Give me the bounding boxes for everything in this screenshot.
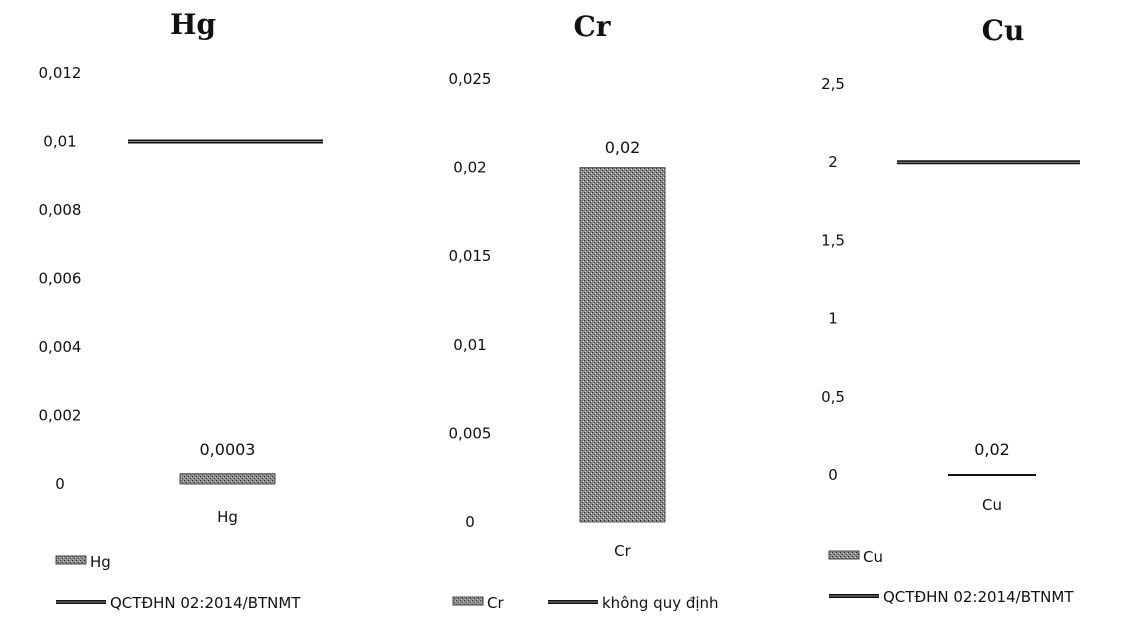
hg-y-tick-label: 0,012 xyxy=(39,64,82,82)
cu-y-tick-label: 0,5 xyxy=(821,388,845,406)
cr-data-label: 0,02 xyxy=(605,138,641,157)
hg-data-label: 0,0003 xyxy=(200,440,256,459)
cr-y-tick-label: 0,02 xyxy=(453,159,486,177)
cu-chart-title: Cu xyxy=(982,14,1025,47)
cr-legend-bar-swatch xyxy=(452,596,484,606)
cu-data-label: 0,02 xyxy=(974,440,1010,459)
cu-y-tick-label: 2 xyxy=(828,153,838,171)
cr-bar xyxy=(579,167,666,523)
hg-y-tick-label: 0,01 xyxy=(43,133,76,151)
cu-legend-line-label: QCTĐHN 02:2014/BTNMT xyxy=(883,588,1074,606)
cr-y-tick-label: 0,01 xyxy=(453,336,486,354)
cu-legend-bar-label: Cu xyxy=(863,548,883,566)
cu-y-tick-label: 0 xyxy=(828,466,838,484)
hg-y-tick-label: 0,006 xyxy=(39,270,82,288)
cr-y-tick-label: 0,005 xyxy=(449,424,492,442)
cu-y-tick-label: 1,5 xyxy=(821,231,845,249)
cr-y-tick-label: 0,025 xyxy=(449,70,492,88)
hg-legend-line-label: QCTĐHN 02:2014/BTNMT xyxy=(110,594,301,612)
cr-category-label: Cr xyxy=(614,542,631,560)
hg-legend-bar-label: Hg xyxy=(90,553,111,571)
cu-category-label: Cu xyxy=(982,496,1002,514)
cr-y-tick-label: 0,015 xyxy=(449,247,492,265)
hg-legend-bar-swatch xyxy=(55,555,87,565)
cr-legend-line-label: không quy định xyxy=(602,594,719,612)
hg-y-tick-label: 0 xyxy=(55,475,65,493)
hg-y-tick-label: 0,004 xyxy=(39,338,82,356)
cu-y-tick-label: 1 xyxy=(828,310,838,328)
hg-y-tick-label: 0,008 xyxy=(39,201,82,219)
cu-y-tick-label: 2,5 xyxy=(821,75,845,93)
cr-legend-bar-label: Cr xyxy=(487,594,504,612)
hg-category-label: Hg xyxy=(217,508,238,526)
hg-chart-title: Hg xyxy=(170,8,216,41)
hg-y-tick-label: 0,002 xyxy=(39,407,82,425)
cu-legend-bar-swatch xyxy=(828,550,860,560)
cr-chart-title: Cr xyxy=(573,10,611,43)
hg-bar xyxy=(179,473,276,485)
cr-y-tick-label: 0 xyxy=(465,513,475,531)
